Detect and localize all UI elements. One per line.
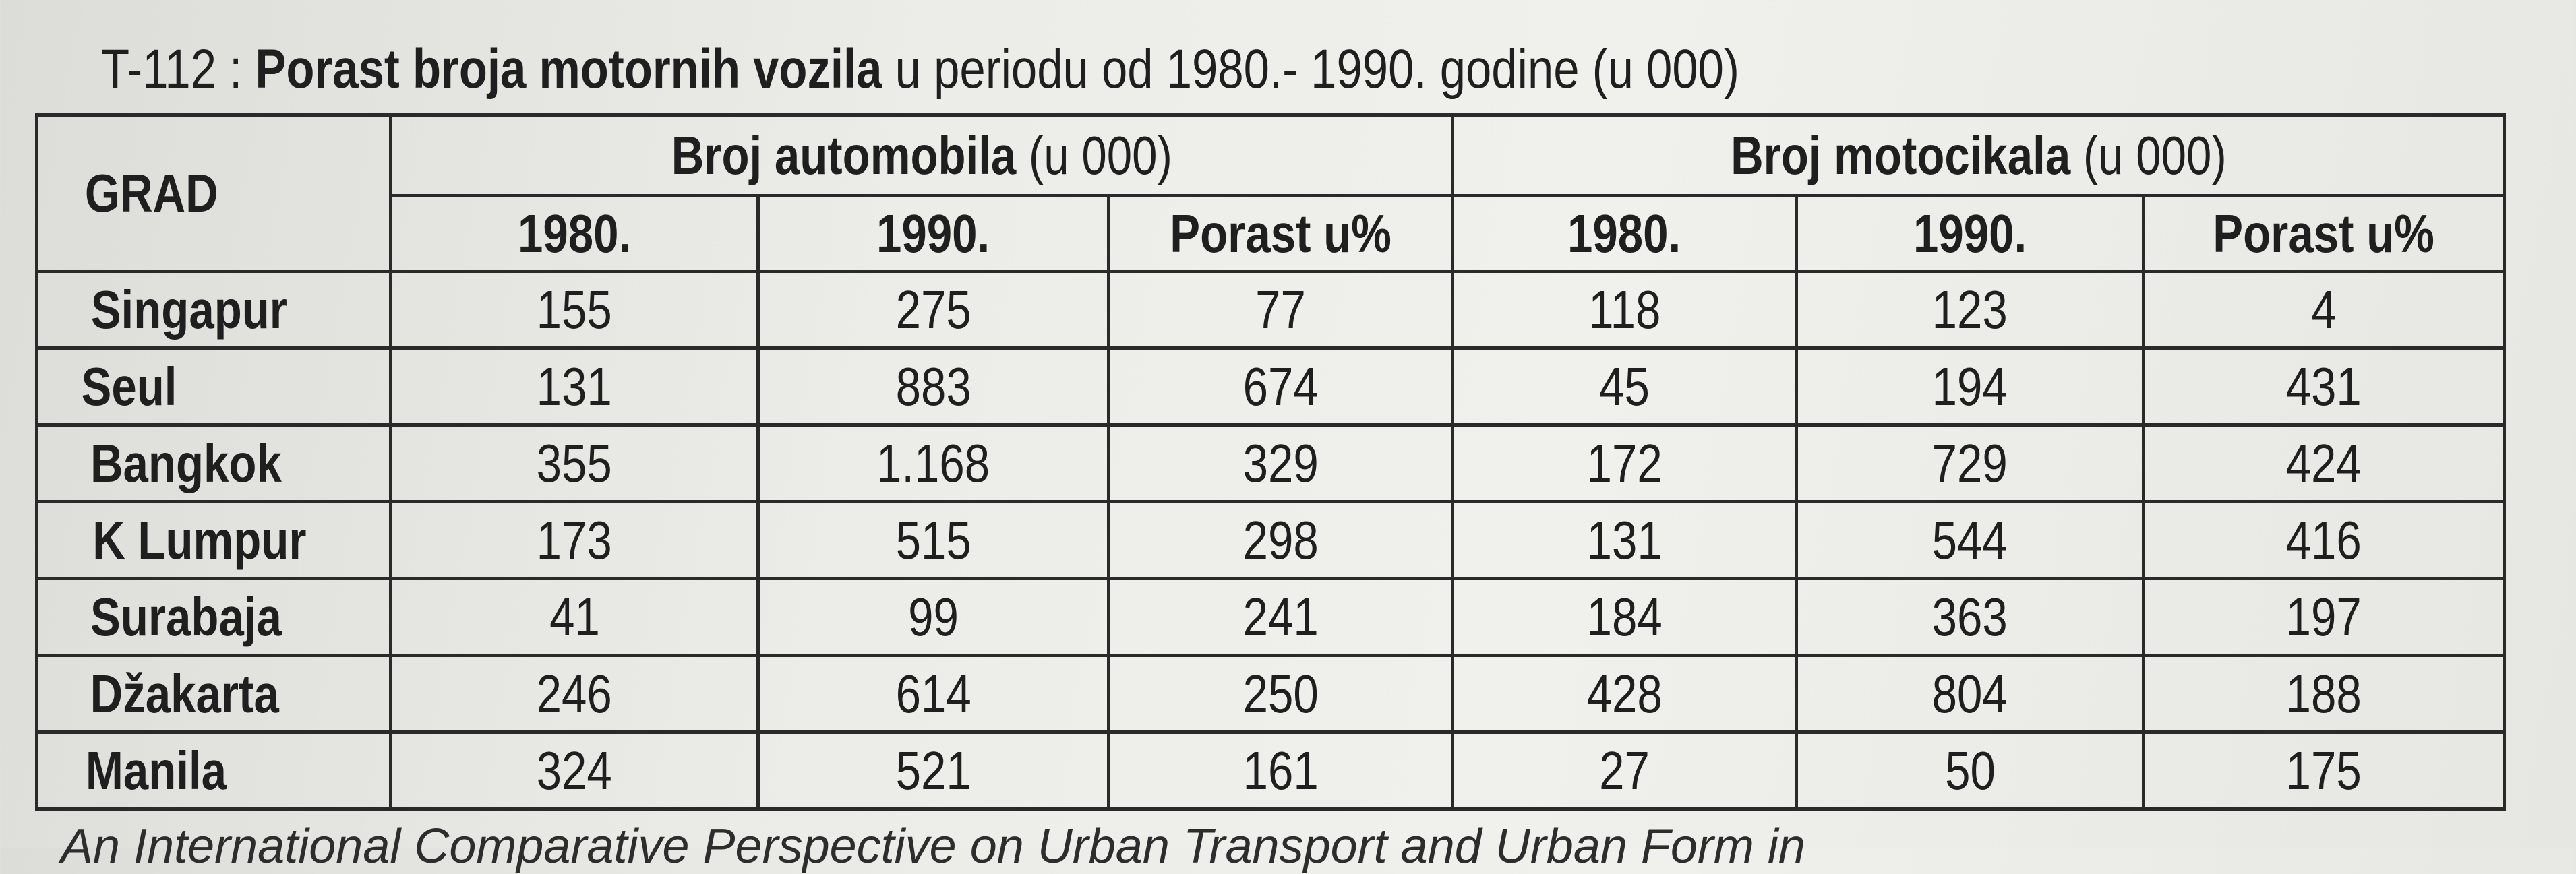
value-cell: 241 [1106, 577, 1455, 657]
value-cell: 804 [1795, 654, 2146, 734]
value-cell: 197 [2142, 577, 2507, 657]
source-footnote: An International Comparative Perspective… [61, 819, 1805, 873]
value-cell: 194 [1795, 346, 2146, 427]
data-table: GRAD Broj automobila (u 000) Broj motoci… [35, 113, 2507, 811]
table-row: Surabaja 41 99 241 184 363 197 [35, 577, 2507, 657]
value-cell: 118 [1451, 270, 1799, 350]
col-header: 1990. [756, 194, 1110, 273]
city-cell: Seul [35, 346, 392, 427]
value-cell: 521 [756, 730, 1110, 811]
group-header-motocikli: Broj motocikala (u 000) [1451, 113, 2507, 197]
value-cell: 131 [389, 346, 760, 427]
table-row: K Lumpur 173 515 298 131 544 416 [35, 500, 2507, 580]
table-caption: T-112 : Porast broja motornih vozila u p… [101, 42, 1739, 97]
city-cell: Džakarta [35, 654, 392, 734]
city-cell: Manila [35, 730, 392, 811]
value-cell: 729 [1795, 423, 2146, 503]
caption-rest: u periodu od 1980.- 1990. godine (u 000) [895, 38, 1739, 100]
caption-label: T-112 : [101, 38, 243, 100]
value-cell: 161 [1106, 730, 1455, 811]
value-cell: 123 [1795, 270, 2146, 350]
value-cell: 175 [2142, 730, 2507, 811]
value-cell: 614 [756, 654, 1110, 734]
value-cell: 298 [1106, 500, 1455, 580]
value-cell: 428 [1451, 654, 1799, 734]
city-cell: Surabaja [35, 577, 392, 657]
value-cell: 155 [389, 270, 760, 350]
value-cell: 188 [2142, 654, 2507, 734]
col-header: 1980. [1451, 194, 1799, 273]
city-cell: Bangkok [35, 423, 392, 503]
value-cell: 674 [1106, 346, 1455, 427]
value-cell: 416 [2142, 500, 2507, 580]
value-cell: 173 [389, 500, 760, 580]
table-row: Singapur 155 275 77 118 123 4 [35, 270, 2507, 350]
value-cell: 246 [389, 654, 760, 734]
value-cell: 77 [1106, 270, 1455, 350]
value-cell: 27 [1451, 730, 1799, 811]
col-header: Porast u% [1106, 194, 1455, 273]
value-cell: 355 [389, 423, 760, 503]
caption-title: Porast broja motornih vozila [255, 38, 882, 100]
value-cell: 1.168 [756, 423, 1110, 503]
table-body: Singapur 155 275 77 118 123 4 Seul 131 883 674 45 19… [35, 270, 2507, 811]
col-header: Porast u% [2142, 194, 2507, 273]
table-row: Seul 131 883 674 45 194 431 [35, 346, 2507, 427]
value-cell: 131 [1451, 500, 1799, 580]
value-cell: 184 [1451, 577, 1799, 657]
value-cell: 250 [1106, 654, 1455, 734]
value-cell: 172 [1451, 423, 1799, 503]
table-row: Džakarta 246 614 250 428 804 188 [35, 654, 2507, 734]
col-header: 1980. [389, 194, 760, 273]
value-cell: 431 [2142, 346, 2507, 427]
table-row: Manila 324 521 161 27 50 175 [35, 730, 2507, 811]
group-header-automobili: Broj automobila (u 000) [388, 113, 1455, 197]
value-cell: 424 [2142, 423, 2507, 503]
value-cell: 41 [389, 577, 760, 657]
value-cell: 329 [1106, 423, 1455, 503]
value-cell: 363 [1795, 577, 2146, 657]
value-cell: 99 [756, 577, 1110, 657]
city-cell: Singapur [35, 270, 392, 350]
value-cell: 275 [756, 270, 1110, 350]
value-cell: 883 [756, 346, 1110, 427]
value-cell: 45 [1451, 346, 1799, 427]
value-cell: 4 [2142, 270, 2507, 350]
city-cell: K Lumpur [35, 500, 392, 580]
grad-header: GRAD [35, 113, 392, 273]
value-cell: 324 [389, 730, 760, 811]
table-row: Bangkok 355 1.168 329 172 729 424 [35, 423, 2507, 503]
col-header: 1990. [1795, 194, 2146, 273]
value-cell: 515 [756, 500, 1110, 580]
value-cell: 544 [1795, 500, 2146, 580]
value-cell: 50 [1795, 730, 2146, 811]
